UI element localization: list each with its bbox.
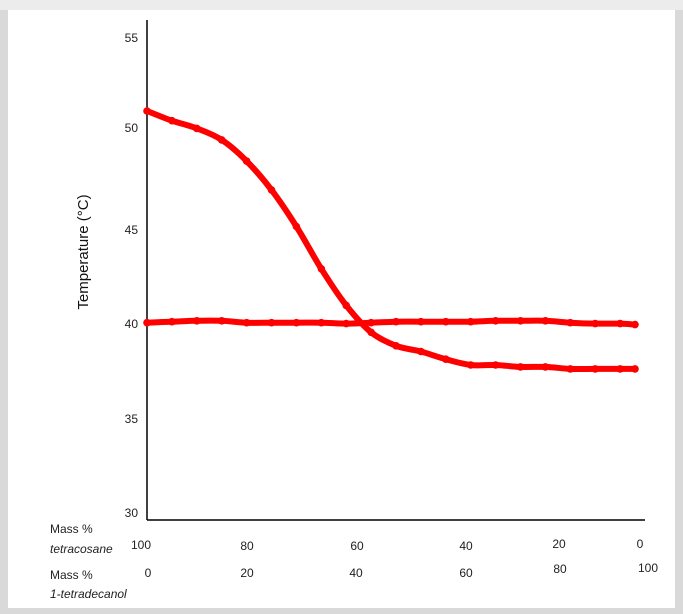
- x-row2-tick: 60: [459, 566, 473, 580]
- x-row2-tick: 80: [553, 562, 567, 576]
- y-tick-label: 40: [125, 317, 139, 331]
- series-1-point: [442, 355, 450, 364]
- series-1-point: [631, 365, 639, 373]
- series-1-point: [566, 365, 575, 373]
- x-row2-tick: 0: [145, 566, 152, 580]
- y-tick-label: 55: [125, 31, 139, 45]
- series-2-point: [442, 317, 450, 326]
- series-2-point: [317, 318, 326, 327]
- series-2-point: [193, 317, 201, 325]
- series-2-point: [566, 318, 575, 327]
- y-tick-label: 35: [125, 412, 139, 426]
- y-axis-title: Temperature (°C): [75, 194, 92, 309]
- series-2-point: [292, 318, 301, 327]
- top-strip: [0, 0, 683, 10]
- series-1-point: [317, 265, 326, 273]
- series-1-point: [242, 157, 251, 165]
- series-2-point: [631, 320, 639, 329]
- x-row1-tick: 60: [350, 539, 364, 553]
- series-2-point: [143, 318, 151, 327]
- x-row1-tick: 100: [131, 538, 151, 552]
- series-1-point: [417, 347, 425, 356]
- series-2-point: [242, 318, 251, 327]
- series-1-point: [516, 363, 525, 371]
- series-1-point: [367, 328, 375, 337]
- series-2-point: [491, 317, 500, 325]
- series-line-1: [144, 108, 638, 373]
- series-2-point: [342, 319, 351, 328]
- series-1-point: [193, 124, 201, 133]
- series-1-point: [342, 301, 351, 310]
- series-2-point: [541, 317, 550, 325]
- series-2-point: [367, 318, 375, 327]
- x-row2-tick: 20: [240, 566, 254, 580]
- x-row1-tick: 40: [459, 539, 473, 553]
- series-2-point: [516, 317, 525, 325]
- series-1-point: [217, 136, 226, 144]
- x-row2-tick: 100: [638, 561, 658, 575]
- series-2-point: [591, 319, 599, 328]
- y-tick-label: 50: [125, 121, 139, 135]
- series-2-point: [168, 317, 176, 326]
- series-1-point: [616, 365, 624, 373]
- chart-panel: [8, 10, 675, 608]
- series-1-point: [392, 342, 400, 350]
- x-row1-label-line2: tetracosane: [50, 542, 113, 556]
- y-tick-label: 30: [125, 506, 139, 520]
- series-2-point: [417, 317, 425, 326]
- x-row2-label-line2: 1-tetradecanol: [50, 587, 127, 601]
- x-row2-label-line1: Mass %: [50, 568, 93, 582]
- series-layer: [143, 107, 639, 373]
- series-2-point: [466, 317, 475, 326]
- series-1-point: [491, 361, 500, 369]
- series-1-point: [168, 116, 176, 125]
- y-tick-label: 45: [125, 223, 139, 237]
- x-row1-label-line1: Mass %: [50, 522, 93, 536]
- series-1-point: [292, 222, 301, 231]
- series-1-point: [143, 107, 151, 115]
- series-2-point: [392, 317, 400, 326]
- series-1-point: [267, 186, 276, 194]
- x-row1-tick: 0: [637, 537, 644, 551]
- x-row2-tick: 40: [349, 566, 363, 580]
- series-1-point: [591, 365, 599, 373]
- series-1-point: [541, 363, 550, 371]
- x-row1-tick: 80: [240, 539, 254, 553]
- series-1-point: [466, 361, 475, 369]
- x-row1-tick: 20: [552, 537, 566, 551]
- series-2-point: [616, 319, 624, 328]
- series-2-point: [267, 318, 276, 327]
- series-2-point: [217, 317, 226, 325]
